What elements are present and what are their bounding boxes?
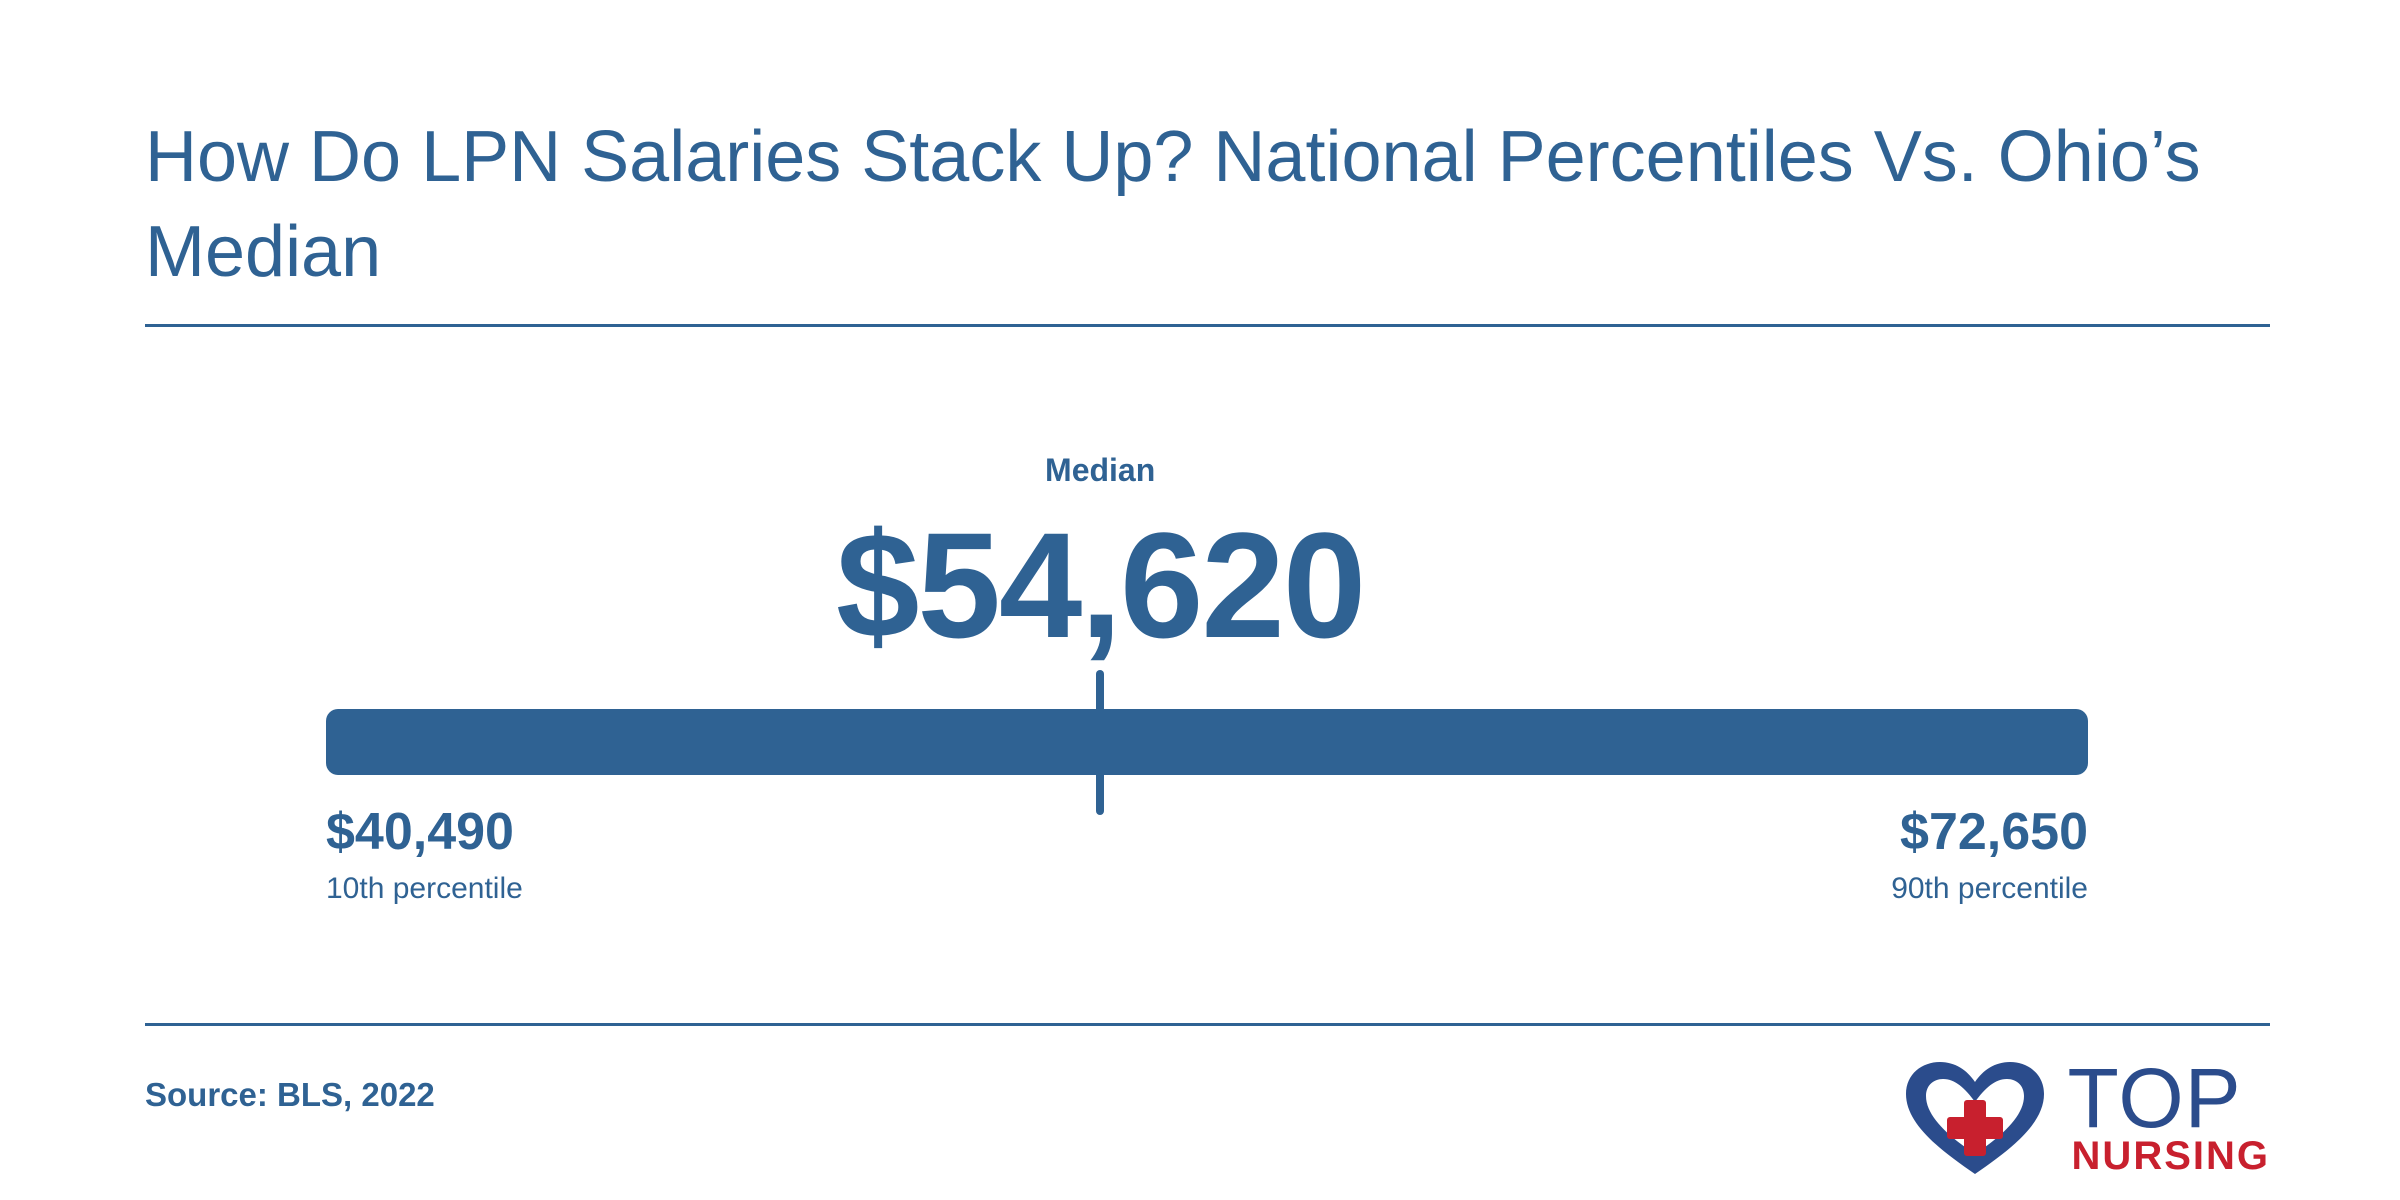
max-caption: 90th percentile	[1891, 872, 2088, 905]
min-caption: 10th percentile	[326, 872, 523, 905]
max-value: $72,650	[1900, 803, 2088, 861]
footer-divider	[145, 1023, 2270, 1026]
chart-title: How Do LPN Salaries Stack Up? National P…	[145, 117, 2201, 292]
source-note: Source: BLS, 2022	[145, 1076, 435, 1113]
min-value: $40,490	[326, 803, 514, 861]
range-bar	[326, 709, 2088, 775]
median-caption: Median	[1045, 452, 1156, 488]
heart-cross-icon	[1905, 1062, 2044, 1174]
logo-word-nursing: NURSING	[2071, 1134, 2270, 1178]
logo-word-top: TOP	[2067, 1051, 2242, 1145]
median-marker	[1096, 670, 1105, 815]
title-divider	[145, 324, 2270, 327]
brand-logo: TOP NURSING	[1900, 1051, 2270, 1178]
median-value: $54,620	[836, 501, 1366, 669]
